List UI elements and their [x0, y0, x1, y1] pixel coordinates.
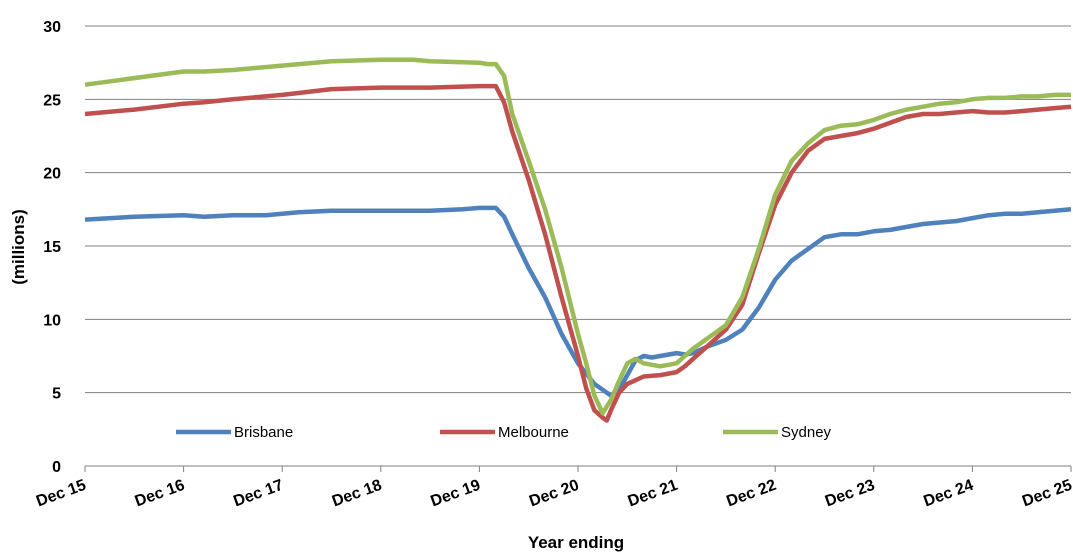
- x-tick-label: Dec 15: [34, 477, 88, 511]
- x-tick-label: Dec 24: [921, 477, 975, 511]
- y-tick-label: 5: [52, 386, 61, 403]
- x-tick-label: Dec 22: [724, 477, 778, 511]
- x-axis-title: Year ending: [528, 533, 624, 552]
- legend-label-sydney: Sydney: [781, 424, 832, 441]
- y-axis-title: (millions): [9, 209, 28, 285]
- x-axis-tick-labels: Dec 15 Dec 16 Dec 17 Dec 18 Dec 19 Dec 20 Dec …: [34, 466, 1073, 510]
- x-tick-label: Dec 19: [428, 477, 482, 511]
- x-tick-label: Dec 23: [823, 477, 877, 511]
- x-tick-label: Dec 20: [527, 477, 581, 511]
- x-tick-label: Dec 18: [330, 477, 384, 511]
- y-tick-label: 10: [43, 312, 61, 329]
- y-tick-label: 0: [52, 459, 61, 476]
- x-tick-label: Dec 25: [1020, 477, 1073, 511]
- series-lines: [84, 57, 1072, 423]
- y-axis-tick-labels: 0 5 10 15 20 25 30: [43, 19, 61, 476]
- y-tick-label: 25: [43, 92, 61, 109]
- legend-label-melbourne: Melbourne: [498, 424, 569, 441]
- x-tick-label: Dec 17: [231, 477, 285, 511]
- y-tick-label: 20: [43, 166, 61, 183]
- series-line-sydney: [84, 57, 1071, 416]
- y-tick-label: 30: [43, 19, 61, 36]
- series-line-brisbane: [84, 205, 1072, 398]
- x-tick-label: Dec 16: [133, 477, 187, 511]
- x-tick-label: Dec 21: [626, 477, 680, 511]
- legend: Brisbane Melbourne Sydney: [176, 424, 832, 441]
- legend-label-brisbane: Brisbane: [234, 424, 293, 441]
- series-line-melbourne: [84, 83, 1072, 423]
- y-tick-label: 15: [43, 239, 61, 256]
